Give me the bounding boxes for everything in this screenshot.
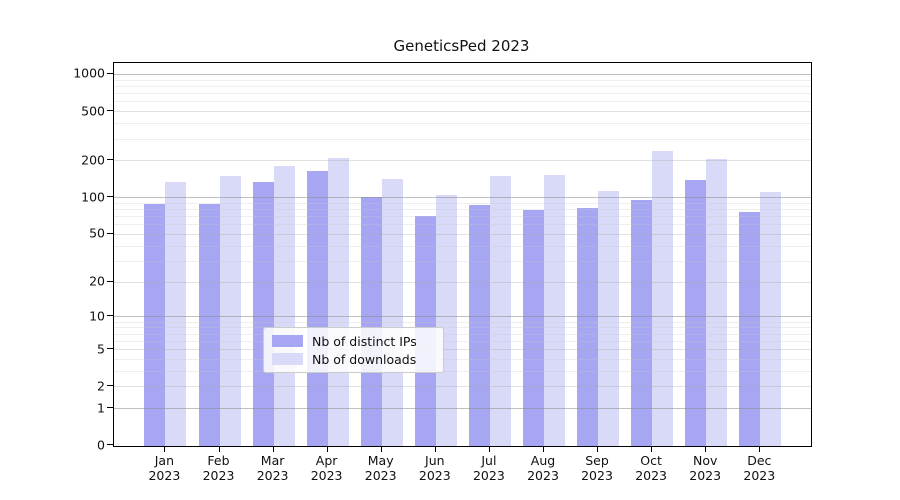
x-tick-mark-may bbox=[380, 446, 382, 452]
y-tick-label-0: 0 bbox=[97, 437, 105, 453]
chart-title: GeneticsPed 2023 bbox=[393, 37, 530, 55]
bar-downloads-aug bbox=[544, 175, 565, 446]
x-tick-mark-sep bbox=[597, 446, 598, 452]
legend-row-distinct-ips: Nb of distinct IPs bbox=[272, 333, 433, 349]
bar-downloads-jul bbox=[489, 176, 511, 446]
bar-distinct-ips-apr bbox=[306, 170, 328, 446]
legend-swatch-downloads bbox=[272, 353, 303, 365]
bar-distinct-ips-aug bbox=[523, 209, 544, 446]
x-tick-label-nov: Nov 2023 bbox=[689, 453, 722, 483]
x-tick-mark-aug bbox=[543, 446, 544, 452]
bar-downloads-oct bbox=[652, 151, 674, 446]
y-tick-mark-500 bbox=[107, 110, 113, 112]
x-tick-mark-jun bbox=[434, 446, 436, 452]
x-tick-mark-jul bbox=[488, 446, 490, 452]
y-tick-mark-1000 bbox=[107, 72, 113, 74]
bar-downloads-feb bbox=[219, 175, 241, 446]
x-tick-mark-jan bbox=[164, 446, 166, 452]
bar-distinct-ips-jan bbox=[144, 204, 166, 446]
x-tick-label-jul: Jul 2023 bbox=[472, 453, 505, 483]
legend: Nb of distinct IPs Nb of downloads bbox=[263, 327, 444, 373]
bar-downloads-nov bbox=[706, 158, 728, 446]
y-tick-label-1000: 1000 bbox=[73, 65, 105, 81]
y-tick-mark-100 bbox=[107, 196, 113, 198]
bar-distinct-ips-jul bbox=[468, 205, 490, 446]
bar-distinct-ips-feb bbox=[198, 204, 220, 446]
bar-distinct-ips-dec bbox=[739, 211, 761, 446]
y-tick-mark-200 bbox=[107, 159, 113, 161]
plot-area bbox=[113, 62, 812, 447]
bars-layer bbox=[114, 63, 811, 446]
y-tick-mark-10 bbox=[107, 315, 113, 317]
x-tick-label-jan: Jan 2023 bbox=[148, 453, 181, 483]
bar-downloads-dec bbox=[760, 191, 782, 446]
y-tick-mark-5 bbox=[107, 348, 113, 349]
bar-distinct-ips-mar bbox=[252, 181, 274, 446]
y-tick-label-2: 2 bbox=[97, 378, 105, 394]
y-tick-mark-1 bbox=[107, 407, 113, 408]
x-tick-label-apr: Apr 2023 bbox=[310, 453, 343, 483]
x-tick-label-feb: Feb 2023 bbox=[202, 453, 235, 483]
bar-downloads-may bbox=[381, 178, 403, 446]
y-tick-label-200: 200 bbox=[81, 152, 105, 168]
x-tick-label-oct: Oct 2023 bbox=[635, 453, 667, 483]
y-tick-label-1: 1 bbox=[97, 400, 105, 415]
y-tick-label-50: 50 bbox=[89, 225, 105, 241]
x-tick-mark-feb bbox=[218, 446, 220, 452]
y-tick-label-10: 10 bbox=[89, 308, 105, 324]
x-tick-mark-mar bbox=[272, 446, 274, 452]
y-tick-label-5: 5 bbox=[97, 341, 105, 356]
x-tick-label-sep: Sep 2023 bbox=[581, 453, 613, 483]
legend-label-distinct-ips: Nb of distinct IPs bbox=[312, 333, 417, 349]
bar-downloads-jan bbox=[165, 181, 187, 446]
x-tick-label-mar: Mar 2023 bbox=[256, 453, 289, 483]
bar-downloads-jun bbox=[435, 195, 457, 446]
legend-label-downloads: Nb of downloads bbox=[312, 351, 417, 367]
x-tick-mark-oct bbox=[651, 446, 653, 452]
bar-distinct-ips-nov bbox=[685, 180, 707, 446]
x-tick-mark-apr bbox=[326, 446, 328, 452]
y-tick-mark-50 bbox=[107, 232, 113, 234]
bar-distinct-ips-may bbox=[360, 196, 382, 446]
bar-distinct-ips-oct bbox=[631, 199, 653, 446]
bar-downloads-mar bbox=[273, 165, 295, 446]
legend-row-downloads: Nb of downloads bbox=[272, 351, 433, 367]
y-tick-label-100: 100 bbox=[81, 189, 105, 205]
x-tick-label-aug: Aug 2023 bbox=[527, 453, 559, 483]
bar-downloads-sep bbox=[598, 191, 619, 446]
y-tick-mark-2 bbox=[107, 385, 113, 387]
y-tick-mark-20 bbox=[107, 280, 113, 282]
x-tick-label-dec: Dec 2023 bbox=[743, 453, 776, 483]
x-tick-label-may: May 2023 bbox=[364, 453, 397, 483]
y-tick-label-500: 500 bbox=[81, 103, 105, 119]
x-tick-label-jun: Jun 2023 bbox=[418, 453, 451, 483]
x-tick-mark-dec bbox=[759, 446, 761, 452]
x-tick-mark-nov bbox=[705, 446, 707, 452]
y-tick-mark-0 bbox=[107, 444, 113, 446]
bar-distinct-ips-sep bbox=[577, 208, 598, 446]
legend-swatch-distinct-ips bbox=[272, 335, 303, 347]
bar-downloads-apr bbox=[327, 157, 349, 446]
y-tick-label-20: 20 bbox=[89, 273, 105, 289]
